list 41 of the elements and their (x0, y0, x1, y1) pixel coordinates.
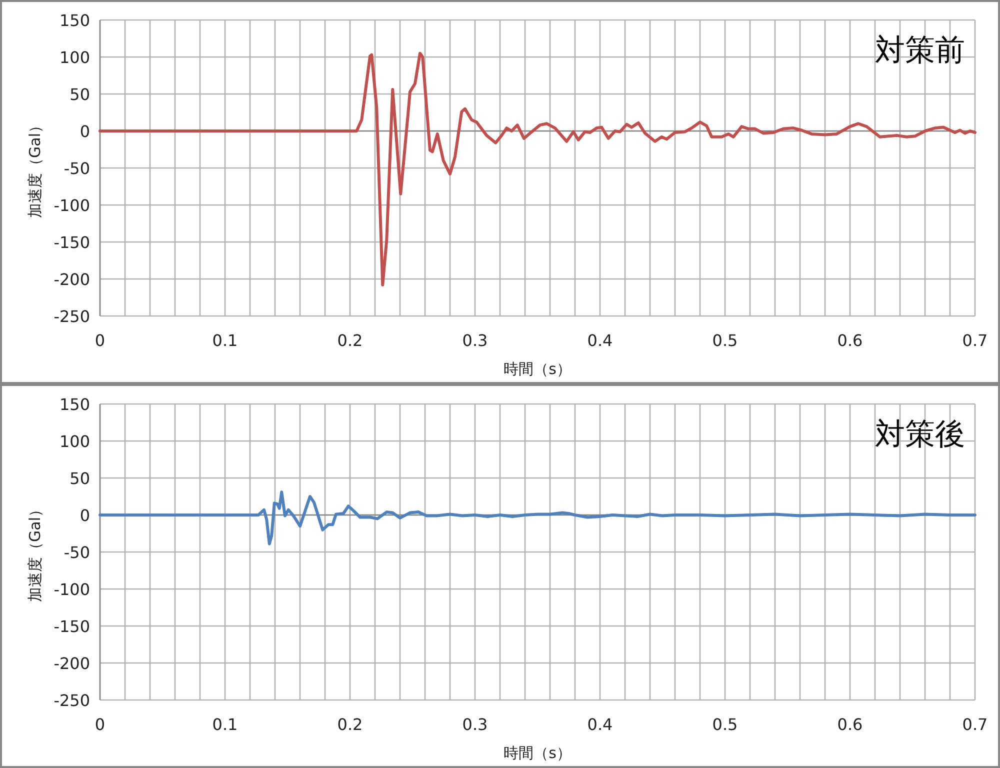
y-tick-label: -100 (54, 196, 90, 215)
y-tick-label: 0 (80, 506, 90, 525)
x-tick-label: 0.2 (337, 715, 363, 734)
y-tick-label: -150 (54, 617, 90, 636)
x-tick-label: 0.3 (462, 331, 488, 350)
x-axis-title: 時間（s） (504, 360, 572, 378)
text: 対策後 (875, 417, 965, 452)
x-tick-label: 0.6 (837, 715, 863, 734)
y-tick-label: 150 (59, 11, 90, 30)
x-tick-label: 0.2 (337, 331, 363, 350)
y-tick-label: -200 (54, 270, 90, 289)
y-tick-label: 50 (70, 85, 90, 104)
x-tick-label: 0.7 (962, 715, 988, 734)
x-tick-label: 0.5 (712, 331, 738, 350)
text: 対策前 (875, 33, 965, 68)
x-tick-label: 0 (94, 715, 106, 734)
x-tick-label: 0.5 (712, 715, 738, 734)
x-axis-title: 時間（s） (504, 744, 572, 762)
y-tick-label: -150 (54, 233, 90, 252)
x-tick-label: 0.7 (962, 331, 988, 350)
y-tick-label: -50 (64, 159, 90, 178)
y-tick-label: -50 (64, 543, 90, 562)
y-tick-label: 0 (80, 122, 90, 141)
y-axis-title: 加速度（Gal） (26, 118, 44, 218)
y-tick-label: 50 (70, 469, 90, 488)
y-tick-label: -100 (54, 580, 90, 599)
y-tick-label: -250 (54, 691, 90, 710)
x-tick-label: 0 (94, 331, 106, 350)
x-tick-label: 0.4 (587, 331, 613, 350)
line-series (98, 490, 976, 546)
y-axis-title: 加速度（Gal） (26, 502, 44, 602)
y-tick-label: -200 (54, 654, 90, 673)
x-tick-label: 0.6 (837, 331, 863, 350)
y-tick-label: 150 (59, 395, 90, 414)
x-tick-label: 0.1 (212, 715, 238, 734)
x-tick-label: 0.4 (587, 715, 613, 734)
x-tick-label: 0.1 (212, 331, 238, 350)
y-tick-label: 100 (59, 48, 90, 67)
x-tick-label: 0.3 (462, 715, 488, 734)
y-tick-label: -250 (54, 307, 90, 326)
y-tick-label: 100 (59, 432, 90, 451)
